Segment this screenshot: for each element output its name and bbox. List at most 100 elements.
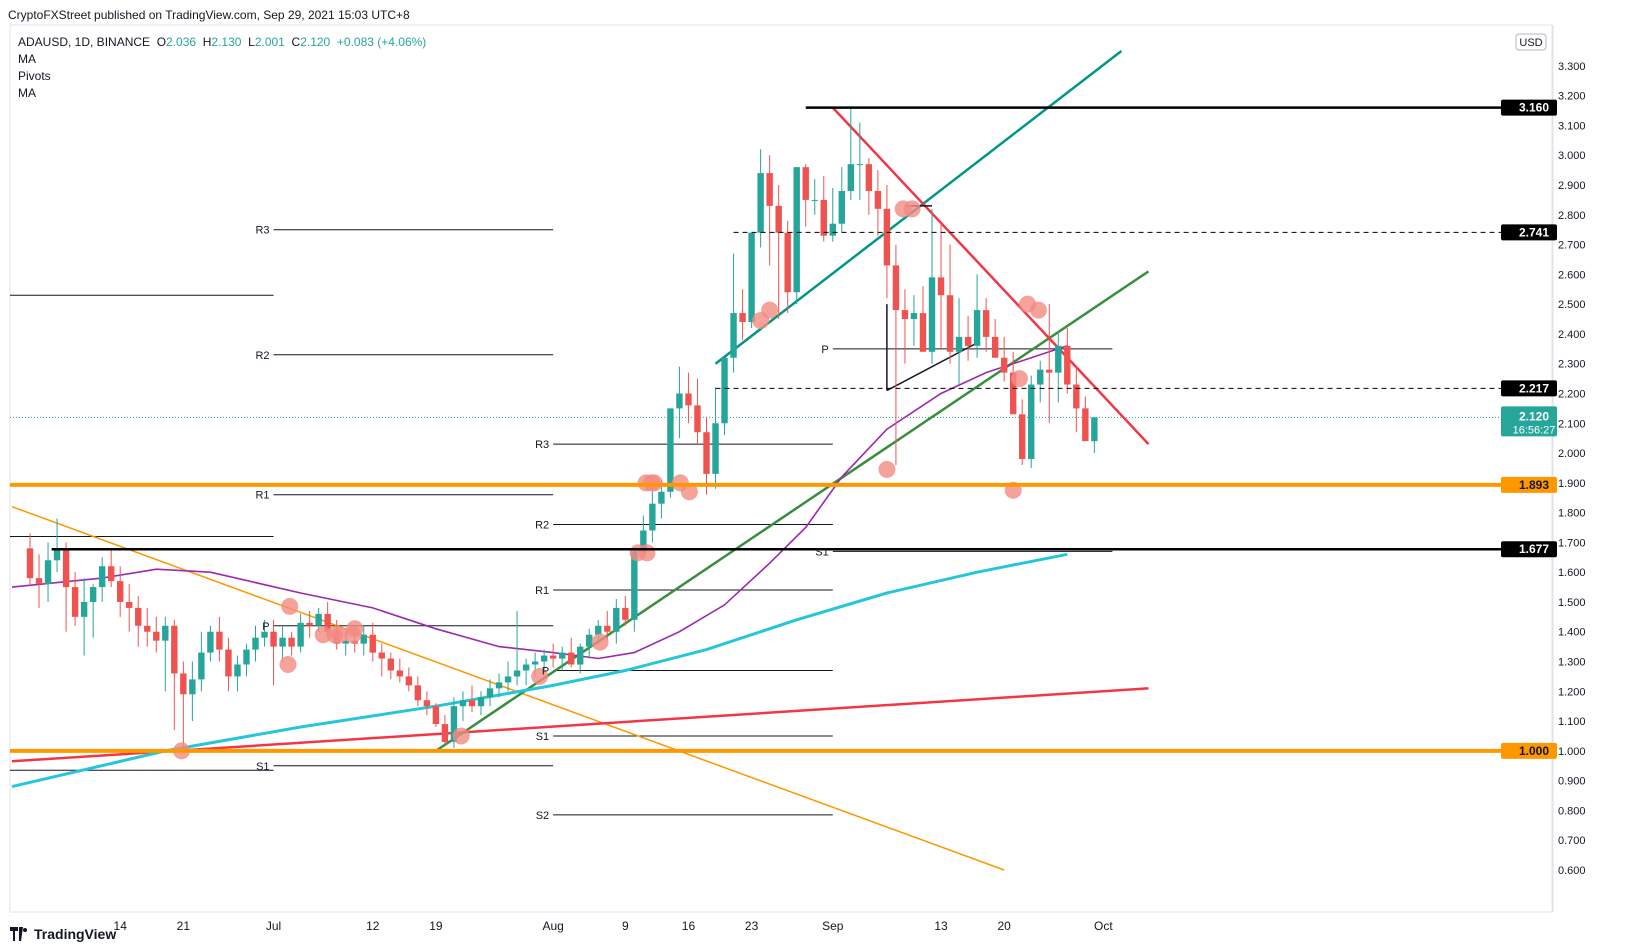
candle-body: [261, 631, 268, 638]
y-axis-tick-label: 3.200: [1558, 91, 1586, 103]
candle-body: [477, 697, 485, 707]
tradingview-brand: TradingView: [34, 926, 117, 942]
candle-body: [928, 277, 936, 352]
candle-body: [531, 661, 539, 665]
close-value: 2.120: [300, 35, 331, 49]
touch-marker-circle: [1029, 301, 1047, 319]
ohlc-row: ADAUSD, 1D, BINANCE O2.036 H2.130 L2.001…: [18, 34, 426, 51]
candle-body: [640, 530, 647, 552]
touch-marker-circle: [279, 656, 297, 674]
candle-body: [459, 700, 467, 707]
candle-body: [495, 682, 503, 689]
candle-body: [126, 601, 133, 608]
candle-body: [667, 408, 674, 492]
key-level-label-bg: [1501, 476, 1557, 493]
y-axis-tick-label: 2.100: [1558, 418, 1586, 430]
y-axis-tick-label: 2.200: [1558, 388, 1586, 400]
x-axis-tick-label: 9: [622, 919, 629, 933]
y-axis-tick-label: 1.900: [1558, 478, 1586, 490]
y-axis-tick-label: 3.300: [1558, 61, 1586, 73]
candle-body: [595, 625, 602, 635]
candle-body: [513, 670, 521, 677]
symbol-label[interactable]: ADAUSD, 1D, BINANCE: [18, 35, 151, 49]
candle-body: [739, 313, 746, 323]
candle-body: [802, 167, 809, 200]
x-axis-tick-label: Sep: [822, 919, 844, 933]
pivot-label: S1: [815, 546, 828, 558]
candle-body: [198, 652, 205, 680]
y-axis-tick-label: 2.500: [1558, 299, 1586, 311]
x-axis-tick-label: 12: [366, 919, 380, 933]
candle-body: [1000, 357, 1008, 373]
x-axis-tick-label: Jul: [266, 919, 281, 933]
chart-legend: ADAUSD, 1D, BINANCE O2.036 H2.130 L2.001…: [18, 34, 426, 102]
x-axis-tick-label: 23: [745, 919, 759, 933]
candle-body: [820, 199, 827, 236]
candle-body: [279, 637, 286, 647]
candle-body: [270, 631, 277, 647]
x-axis-tick-label: 19: [429, 919, 443, 933]
candle-body: [26, 548, 34, 579]
current-price-label: 2.120: [1519, 409, 1549, 423]
candle-body: [252, 637, 259, 650]
candle-body: [838, 190, 845, 224]
x-axis-tick-label: 14: [114, 919, 128, 933]
candle-body: [306, 622, 313, 626]
touch-marker-circle: [281, 597, 299, 615]
candle-body: [180, 673, 187, 695]
candle-body: [107, 566, 115, 582]
trendline-green_line: [435, 270, 1150, 752]
currency-badge: [1515, 33, 1547, 51]
candle-body: [946, 295, 954, 352]
candle-body: [414, 685, 422, 701]
candle-body: [577, 646, 584, 665]
candle-body: [568, 652, 575, 665]
x-axis-tick-label: 20: [997, 919, 1011, 933]
y-axis-tick-label: 2.700: [1558, 240, 1586, 252]
touch-marker-circle: [452, 727, 470, 745]
candle-body: [540, 655, 548, 662]
y-axis-tick-label: 1.100: [1558, 716, 1586, 728]
candle-body: [901, 310, 909, 320]
touch-marker-circle: [314, 626, 332, 644]
candle-body: [80, 601, 88, 617]
x-axis-tick-label: 13: [934, 919, 948, 933]
candle-body: [549, 655, 557, 659]
indicator-ma-1[interactable]: MA: [18, 52, 36, 66]
candle-body: [225, 649, 232, 677]
candle-body: [766, 173, 773, 206]
candle-body: [153, 631, 160, 641]
open-value: 2.036: [166, 35, 197, 49]
pivot-label: S1: [256, 761, 269, 773]
candle-body: [892, 265, 900, 311]
touch-marker-circle: [638, 544, 656, 562]
candle-body: [685, 393, 692, 406]
candle-body: [297, 622, 304, 647]
y-axis-tick-label: 1.700: [1558, 537, 1586, 549]
candle-body: [288, 637, 295, 647]
y-axis-tick-label: 3.000: [1558, 150, 1586, 162]
candle-body: [35, 578, 43, 585]
touch-marker-circle: [1010, 370, 1028, 388]
touch-marker-circle: [903, 200, 921, 218]
candle-body: [757, 173, 764, 233]
key-level-label-bg: [1501, 99, 1557, 116]
y-axis-tick-label: 1.400: [1558, 627, 1586, 639]
key-level-label-bg: [1501, 224, 1557, 241]
candle-body: [712, 423, 719, 474]
open-label: O: [156, 35, 167, 49]
candle-body: [991, 336, 999, 358]
candle-body: [775, 205, 782, 233]
candle-body: [1046, 369, 1053, 373]
indicator-pivots[interactable]: Pivots: [18, 69, 51, 83]
candle-body: [847, 164, 855, 191]
pivot-label: P: [821, 344, 828, 356]
candle-body: [98, 566, 106, 588]
indicator-ma-2[interactable]: MA: [18, 86, 36, 100]
tradingview-footer[interactable]: TradingView: [10, 926, 116, 942]
y-axis-tick-label: 1.300: [1558, 657, 1586, 669]
candle-body: [586, 634, 593, 647]
candle-body: [919, 313, 927, 352]
candle-body: [811, 199, 818, 201]
